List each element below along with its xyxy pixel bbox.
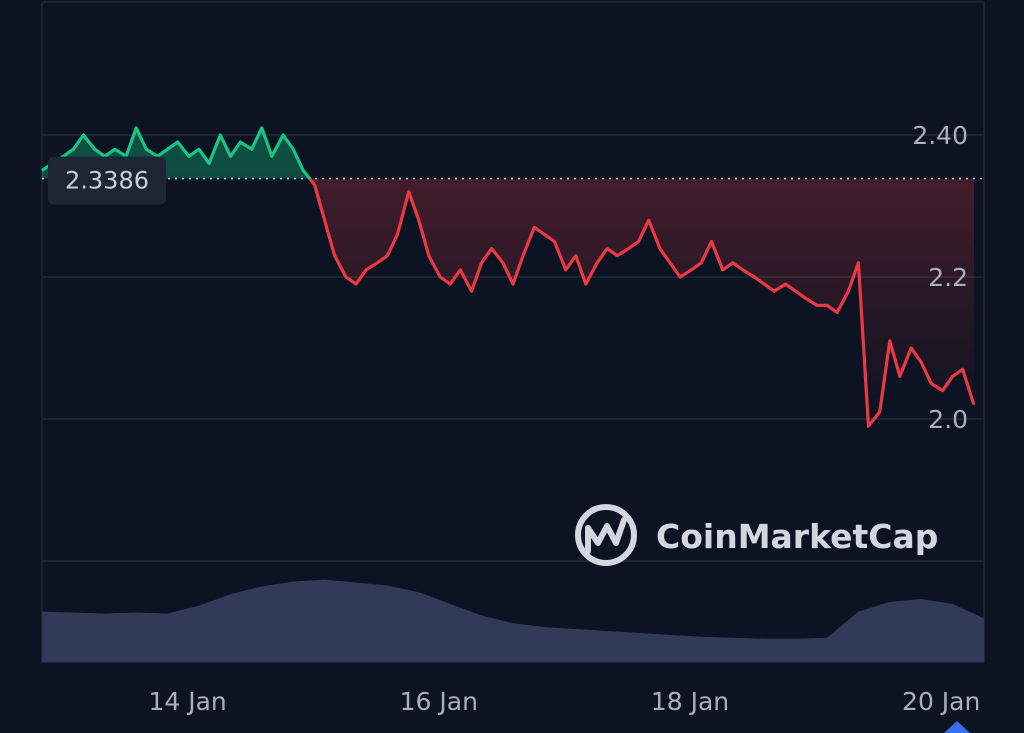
reference-value-badge: 2.3386 bbox=[48, 156, 166, 205]
x-tick-label: 18 Jan bbox=[651, 687, 729, 716]
price-line-down bbox=[307, 178, 976, 428]
price-area-down bbox=[42, 178, 974, 427]
y-tick-label: 2.2 bbox=[928, 263, 968, 292]
y-tick-label: 2.40 bbox=[912, 121, 968, 150]
volume-area bbox=[42, 579, 984, 662]
reference-value-label: 2.3386 bbox=[65, 167, 149, 195]
y-axis-ticks: 2.40 2.2 2.0 bbox=[912, 121, 968, 434]
scroll-indicator-icon[interactable] bbox=[944, 721, 970, 733]
reference-badge-background bbox=[48, 156, 166, 205]
watermark: CoinMarketCap bbox=[575, 504, 938, 566]
x-axis-ticks: 14 Jan 16 Jan 18 Jan 20 Jan bbox=[148, 687, 980, 716]
x-tick-label: 14 Jan bbox=[148, 687, 226, 716]
y-tick-label: 2.0 bbox=[928, 405, 968, 434]
x-tick-label: 16 Jan bbox=[400, 687, 478, 716]
coinmarketcap-logo-icon bbox=[575, 504, 637, 566]
watermark-text: CoinMarketCap bbox=[656, 517, 938, 556]
x-tick-label: 20 Jan bbox=[902, 687, 980, 716]
volume-series bbox=[42, 579, 984, 662]
price-line-up bbox=[41, 126, 312, 179]
price-line bbox=[41, 126, 976, 428]
